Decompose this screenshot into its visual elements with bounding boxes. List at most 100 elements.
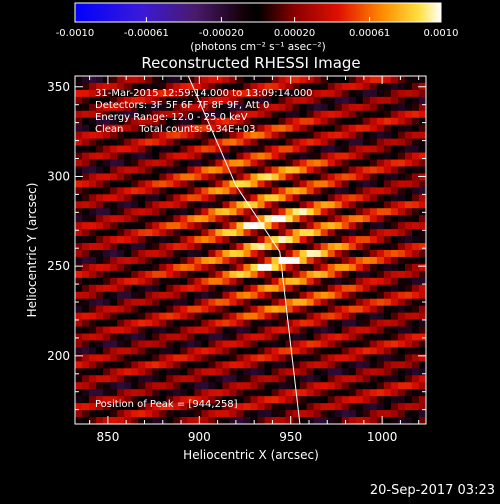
heatmap-cell bbox=[383, 298, 392, 307]
heatmap-cell bbox=[411, 256, 420, 265]
heatmap-cell bbox=[138, 215, 146, 223]
heatmap-cell bbox=[110, 76, 118, 84]
heatmap-cell bbox=[201, 89, 209, 98]
heatmap-cell bbox=[166, 361, 174, 369]
heatmap-cell bbox=[383, 340, 392, 349]
heatmap-cell bbox=[320, 117, 329, 126]
heatmap-cell bbox=[320, 410, 329, 418]
heatmap-cell bbox=[229, 124, 238, 133]
heatmap-cell bbox=[278, 229, 287, 237]
heatmap-cell bbox=[348, 305, 357, 314]
heatmap-cell bbox=[194, 382, 202, 390]
heatmap-cell bbox=[306, 270, 315, 279]
heatmap-cell bbox=[369, 124, 378, 133]
heatmap-cell bbox=[278, 340, 287, 349]
heatmap-cell bbox=[145, 103, 153, 112]
heatmap-cell bbox=[96, 382, 104, 390]
heatmap-cell bbox=[320, 256, 329, 265]
heatmap-cell bbox=[285, 361, 294, 369]
heatmap-cell bbox=[376, 298, 385, 307]
heatmap-cell bbox=[320, 152, 329, 161]
heatmap-cell bbox=[411, 82, 420, 91]
heatmap-cell bbox=[355, 326, 364, 335]
heatmap-cell bbox=[222, 326, 231, 335]
heatmap-cell bbox=[362, 326, 371, 335]
heatmap-cell bbox=[348, 215, 357, 223]
heatmap-cell bbox=[334, 375, 343, 383]
heatmap-cell bbox=[229, 96, 238, 105]
heatmap-cell bbox=[264, 110, 273, 119]
heatmap-cell bbox=[201, 277, 209, 286]
heatmap-cell bbox=[327, 382, 336, 390]
heatmap-cell bbox=[376, 305, 385, 314]
heatmap-cell bbox=[271, 173, 280, 181]
heatmap-cell bbox=[306, 187, 315, 195]
heatmap-cell bbox=[201, 368, 209, 376]
heatmap-cell bbox=[411, 298, 420, 307]
heatmap-cell bbox=[194, 277, 202, 286]
heatmap-cell bbox=[418, 410, 426, 418]
heatmap-cell bbox=[285, 145, 294, 154]
heatmap-cell bbox=[159, 305, 167, 314]
heatmap-cell bbox=[369, 354, 378, 362]
heatmap-cell bbox=[306, 173, 315, 181]
heatmap-cell bbox=[124, 347, 132, 355]
heatmap-cell bbox=[82, 159, 90, 168]
heatmap-cell bbox=[194, 250, 202, 258]
heatmap-cell bbox=[124, 250, 132, 258]
heatmap-cell bbox=[145, 298, 153, 307]
x-axis-label: Heliocentric X (arcsec) bbox=[183, 448, 319, 462]
heatmap-cell bbox=[376, 229, 385, 237]
colorbar-ticks: -0.0010 -0.00061 -0.00020 0.00020 0.00061 0.0… bbox=[56, 17, 459, 39]
heatmap-cell bbox=[383, 375, 392, 383]
heatmap-cell bbox=[278, 417, 287, 424]
heatmap-cell bbox=[348, 403, 357, 411]
heatmap-cell bbox=[124, 229, 132, 237]
heatmap-cell bbox=[194, 187, 202, 195]
heatmap-cell bbox=[334, 347, 343, 355]
heatmap-cell bbox=[173, 159, 181, 168]
heatmap-cell bbox=[397, 403, 406, 411]
heatmap-cell bbox=[341, 215, 350, 223]
heatmap-cell bbox=[369, 229, 378, 237]
heatmap-cell bbox=[82, 166, 90, 175]
heatmap-cell bbox=[278, 215, 287, 223]
heatmap-cell bbox=[278, 180, 287, 188]
heatmap-cell bbox=[404, 382, 413, 390]
heatmap-cell bbox=[159, 222, 167, 230]
heatmap-cell bbox=[173, 173, 181, 181]
heatmap-cell bbox=[383, 319, 392, 328]
heatmap-cell bbox=[292, 110, 301, 119]
heatmap-cell bbox=[390, 208, 399, 216]
heatmap-cell bbox=[271, 194, 280, 202]
heatmap-cell bbox=[215, 326, 224, 335]
heatmap-cell bbox=[215, 243, 224, 251]
heatmap-cell bbox=[334, 187, 343, 195]
heatmap-cell bbox=[404, 222, 413, 230]
heatmap-cell bbox=[117, 180, 125, 188]
heatmap-cell bbox=[124, 138, 132, 147]
heatmap-cell bbox=[208, 76, 216, 84]
heatmap-cell bbox=[208, 291, 216, 300]
heatmap-cell bbox=[271, 152, 280, 161]
heatmap-cell bbox=[187, 389, 195, 397]
heatmap-cell bbox=[180, 117, 188, 126]
heatmap-cell bbox=[194, 180, 202, 188]
heatmap-cell bbox=[334, 250, 343, 258]
heatmap-cell bbox=[236, 166, 245, 175]
heatmap-cell bbox=[166, 396, 174, 404]
heatmap-cell bbox=[145, 305, 153, 314]
heatmap-cell bbox=[355, 312, 364, 321]
heatmap-cell bbox=[299, 159, 308, 168]
heatmap-cell bbox=[250, 284, 259, 293]
heatmap-cell bbox=[229, 319, 238, 328]
heatmap-cell bbox=[397, 270, 406, 279]
heatmap-cell bbox=[208, 145, 216, 154]
heatmap-cell bbox=[390, 229, 399, 237]
heatmap-cell bbox=[152, 173, 160, 181]
heatmap-cell bbox=[383, 208, 392, 216]
heatmap-cell bbox=[397, 389, 406, 397]
heatmap-cell bbox=[341, 166, 350, 175]
heatmap-cell bbox=[271, 270, 280, 279]
heatmap-cell bbox=[222, 208, 231, 216]
